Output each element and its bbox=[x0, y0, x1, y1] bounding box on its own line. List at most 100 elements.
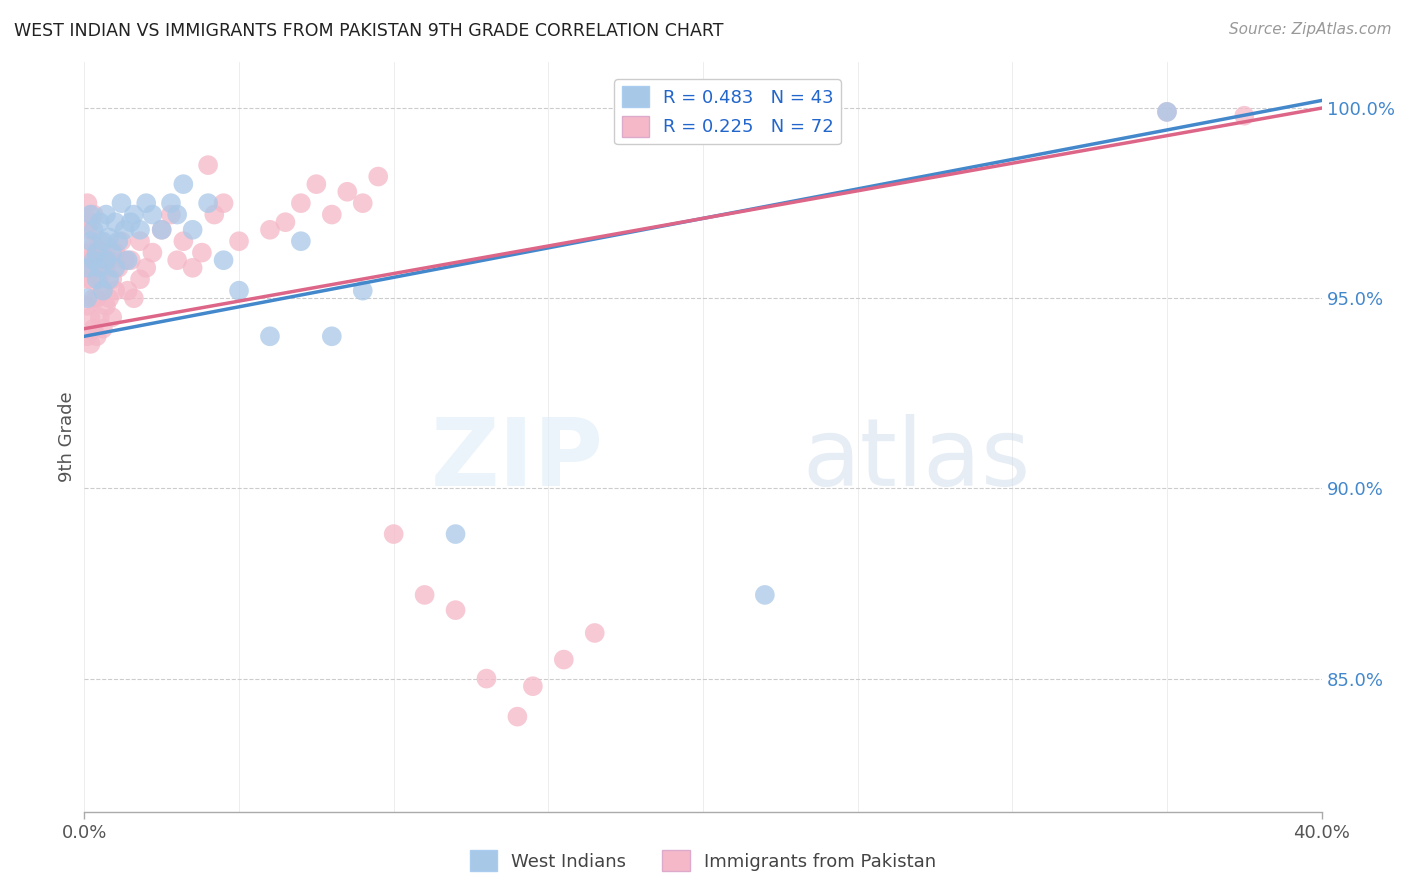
Point bbox=[76, 253, 98, 268]
Point bbox=[290, 196, 312, 211]
Point bbox=[444, 603, 467, 617]
Legend: West Indians, Immigrants from Pakistan: West Indians, Immigrants from Pakistan bbox=[463, 843, 943, 879]
Point bbox=[89, 260, 111, 275]
Point bbox=[202, 208, 225, 222]
Point bbox=[181, 223, 204, 237]
Point bbox=[89, 310, 111, 325]
Point bbox=[79, 337, 101, 351]
Point bbox=[150, 223, 173, 237]
Point bbox=[129, 272, 152, 286]
Point bbox=[522, 679, 544, 693]
Point bbox=[89, 215, 111, 229]
Point bbox=[444, 527, 467, 541]
Point bbox=[83, 208, 105, 222]
Point bbox=[290, 234, 312, 248]
Point bbox=[76, 223, 98, 237]
Point bbox=[83, 321, 105, 335]
Point bbox=[101, 310, 124, 325]
Point bbox=[110, 196, 132, 211]
Point bbox=[76, 291, 98, 305]
Point bbox=[228, 234, 250, 248]
Point bbox=[104, 245, 127, 260]
Point bbox=[91, 284, 114, 298]
Legend: R = 0.483   N = 43, R = 0.225   N = 72: R = 0.483 N = 43, R = 0.225 N = 72 bbox=[614, 79, 841, 145]
Point bbox=[150, 223, 173, 237]
Point bbox=[83, 253, 105, 268]
Point bbox=[1233, 109, 1256, 123]
Point bbox=[228, 284, 250, 298]
Point bbox=[1156, 104, 1178, 119]
Point bbox=[583, 626, 606, 640]
Point bbox=[104, 260, 127, 275]
Point bbox=[107, 234, 129, 248]
Point bbox=[336, 185, 359, 199]
Point bbox=[98, 272, 121, 286]
Point bbox=[101, 245, 124, 260]
Point bbox=[76, 260, 98, 275]
Point bbox=[129, 223, 152, 237]
Point bbox=[76, 196, 98, 211]
Point bbox=[86, 291, 108, 305]
Point bbox=[114, 253, 136, 268]
Point bbox=[553, 652, 575, 666]
Point bbox=[212, 253, 235, 268]
Point bbox=[114, 223, 136, 237]
Point bbox=[91, 284, 114, 298]
Point bbox=[197, 158, 219, 172]
Point bbox=[166, 208, 188, 222]
Point bbox=[91, 234, 114, 248]
Point bbox=[98, 253, 121, 268]
Y-axis label: 9th Grade: 9th Grade bbox=[58, 392, 76, 483]
Point bbox=[191, 245, 214, 260]
Point bbox=[76, 329, 98, 343]
Point bbox=[754, 109, 776, 123]
Point bbox=[89, 234, 111, 248]
Point bbox=[107, 260, 129, 275]
Point bbox=[86, 245, 108, 260]
Point bbox=[172, 234, 194, 248]
Point bbox=[79, 208, 101, 222]
Point bbox=[76, 299, 98, 313]
Point bbox=[117, 284, 139, 298]
Point bbox=[94, 253, 117, 268]
Point bbox=[79, 245, 101, 260]
Point bbox=[91, 245, 114, 260]
Point bbox=[104, 215, 127, 229]
Point bbox=[321, 208, 343, 222]
Point bbox=[506, 709, 529, 723]
Point bbox=[135, 196, 157, 211]
Point bbox=[129, 234, 152, 248]
Point bbox=[86, 253, 108, 268]
Text: Source: ZipAtlas.com: Source: ZipAtlas.com bbox=[1229, 22, 1392, 37]
Point bbox=[352, 284, 374, 298]
Point bbox=[98, 230, 121, 244]
Point bbox=[259, 223, 281, 237]
Point bbox=[321, 329, 343, 343]
Point bbox=[197, 196, 219, 211]
Point bbox=[382, 527, 405, 541]
Point bbox=[160, 208, 183, 222]
Point bbox=[754, 588, 776, 602]
Point bbox=[94, 299, 117, 313]
Point bbox=[120, 215, 142, 229]
Point bbox=[79, 310, 101, 325]
Text: atlas: atlas bbox=[801, 414, 1031, 506]
Point bbox=[135, 260, 157, 275]
Point bbox=[212, 196, 235, 211]
Point bbox=[1156, 104, 1178, 119]
Point bbox=[352, 196, 374, 211]
Text: ZIP: ZIP bbox=[432, 414, 605, 506]
Point bbox=[122, 291, 145, 305]
Point bbox=[259, 329, 281, 343]
Point bbox=[94, 208, 117, 222]
Point bbox=[83, 238, 105, 252]
Point bbox=[86, 272, 108, 286]
Point bbox=[305, 177, 328, 191]
Point bbox=[117, 253, 139, 268]
Point bbox=[110, 234, 132, 248]
Point bbox=[104, 284, 127, 298]
Point bbox=[79, 272, 101, 286]
Point bbox=[98, 291, 121, 305]
Point bbox=[86, 329, 108, 343]
Point bbox=[367, 169, 389, 184]
